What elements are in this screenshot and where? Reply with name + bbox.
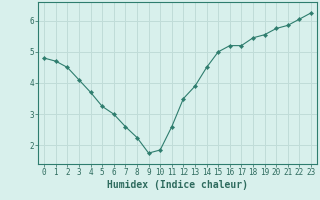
X-axis label: Humidex (Indice chaleur): Humidex (Indice chaleur) <box>107 180 248 190</box>
